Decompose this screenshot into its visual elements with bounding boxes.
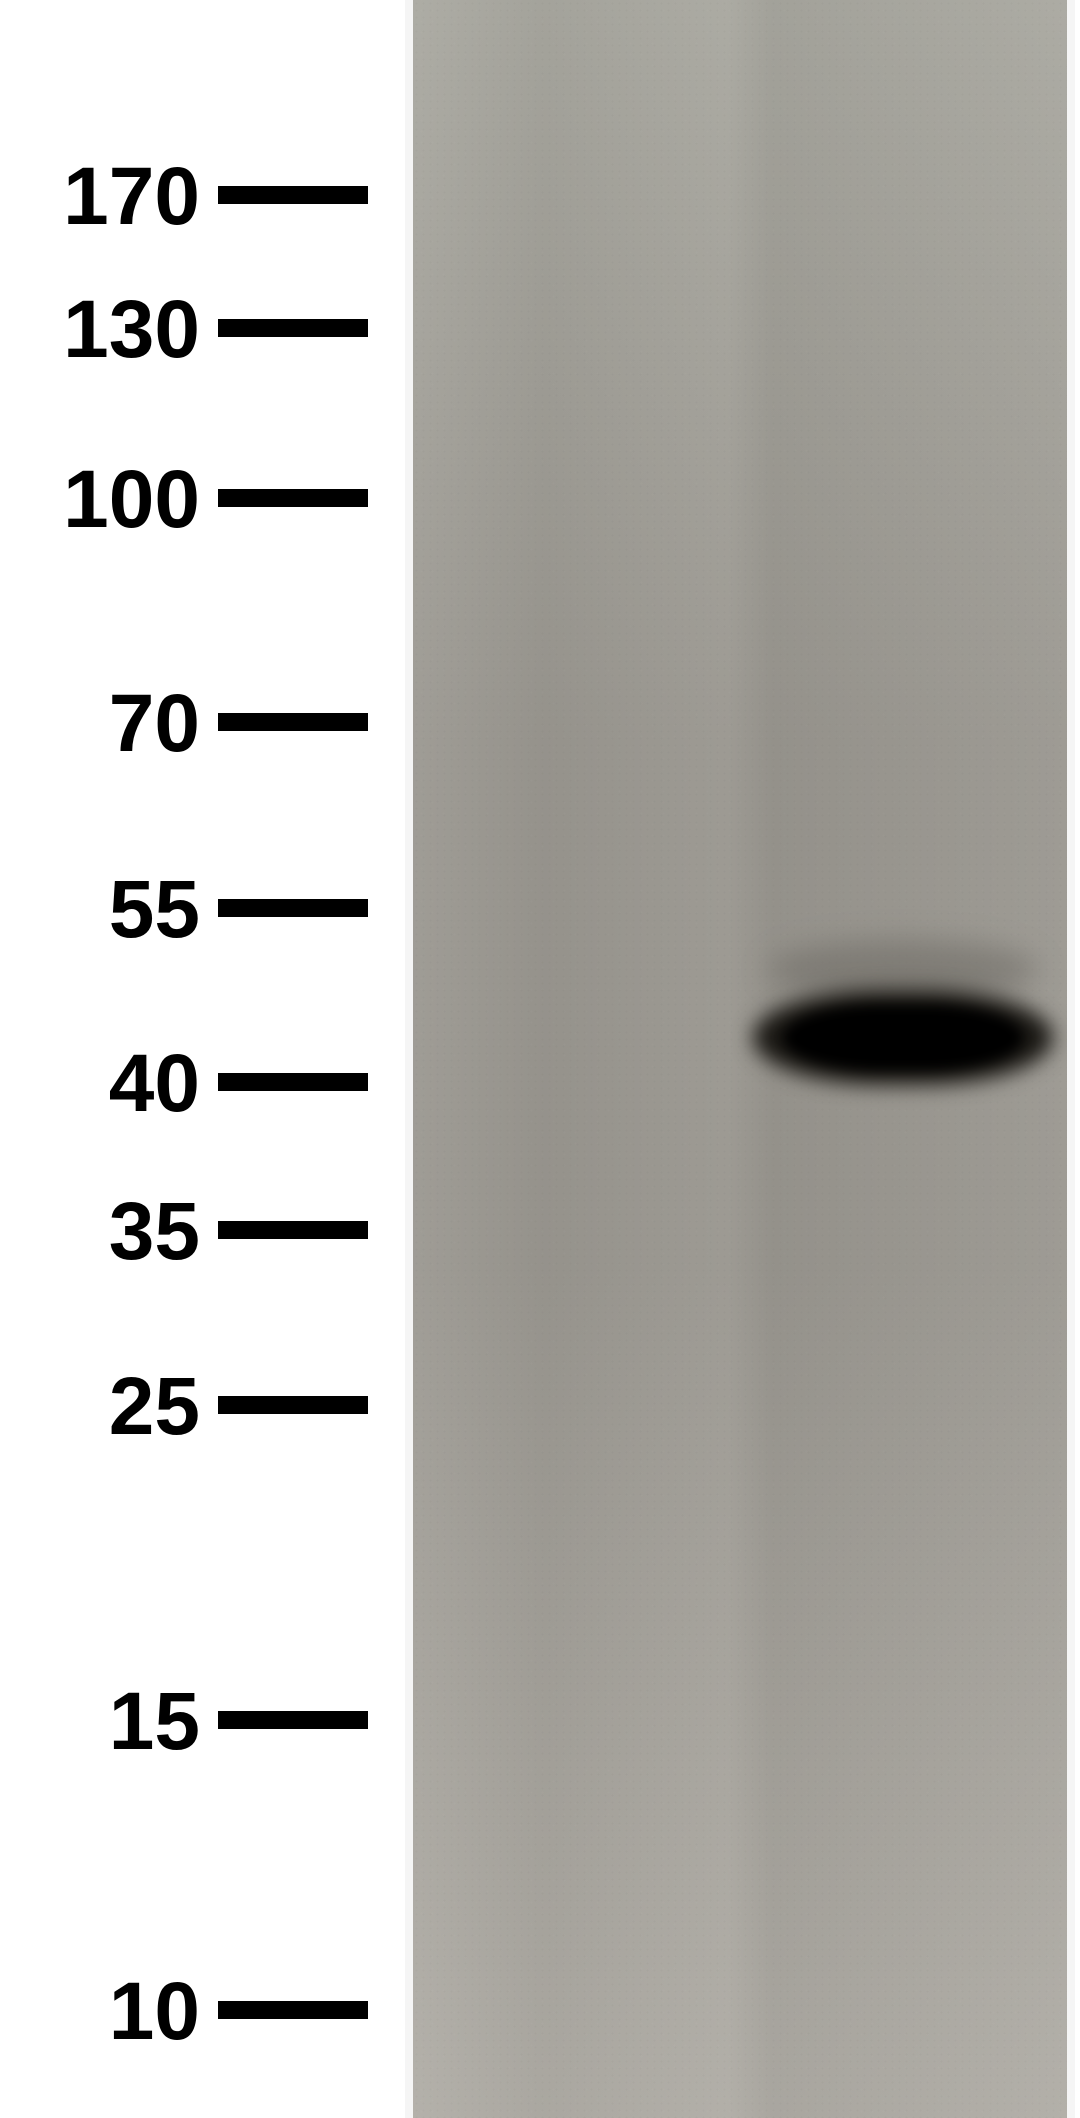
- ladder-tick-35: [218, 1221, 368, 1239]
- ladder-label-170: 170: [20, 150, 200, 244]
- ladder-label-100: 100: [20, 453, 200, 547]
- ladder-label-35: 35: [20, 1185, 200, 1279]
- ladder-label-25: 25: [20, 1360, 200, 1454]
- ladder-tick-10: [218, 2001, 368, 2019]
- ladder-label-130: 130: [20, 283, 200, 377]
- ladder-tick-130: [218, 319, 368, 337]
- ladder-tick-70: [218, 713, 368, 731]
- ladder-tick-100: [218, 489, 368, 507]
- ladder-tick-40: [218, 1073, 368, 1091]
- ladder-tick-170: [218, 186, 368, 204]
- ladder-tick-25: [218, 1396, 368, 1414]
- ladder-label-15: 15: [20, 1675, 200, 1769]
- ladder-tick-55: [218, 899, 368, 917]
- ladder-label-55: 55: [20, 863, 200, 957]
- protein-band-core: [783, 1005, 1023, 1070]
- blot-membrane: [405, 0, 1075, 2118]
- ladder-label-70: 70: [20, 677, 200, 771]
- ladder-label-40: 40: [20, 1037, 200, 1131]
- ladder-tick-15: [218, 1711, 368, 1729]
- ladder-label-10: 10: [20, 1965, 200, 2059]
